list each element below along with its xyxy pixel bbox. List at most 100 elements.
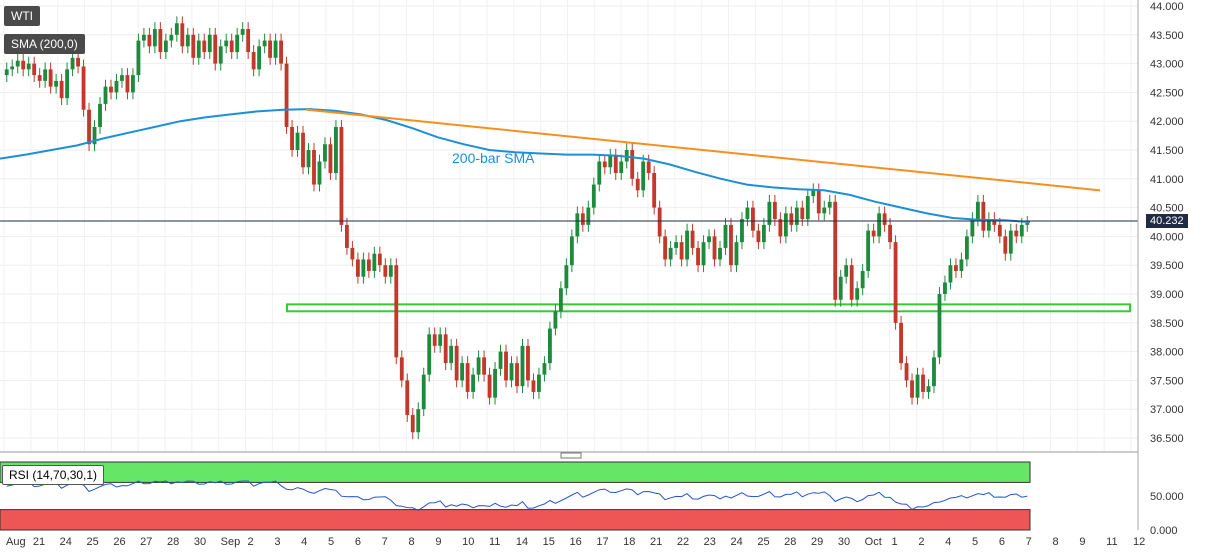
rsi-tick-label: 50.000 — [1150, 491, 1184, 503]
candle-body — [449, 345, 454, 364]
x-tick-label: 10 — [462, 536, 474, 548]
y-tick-label: 39.000 — [1150, 289, 1184, 301]
x-tick-label: 18 — [623, 536, 635, 548]
candle-body — [87, 109, 91, 145]
candle-body — [849, 265, 854, 300]
candle-body — [937, 294, 942, 358]
candle-body — [344, 224, 349, 248]
candle-body — [964, 236, 969, 260]
candle-body — [268, 40, 273, 58]
candle-body — [569, 236, 574, 266]
y-tick-label: 39.500 — [1150, 260, 1184, 272]
candle-body — [1014, 230, 1019, 237]
candle-body — [910, 380, 914, 398]
x-tick-label: 14 — [516, 536, 528, 548]
candle-body — [59, 80, 64, 99]
candle-body — [800, 207, 805, 220]
candle-body — [454, 345, 459, 381]
symbol-badge[interactable]: WTI — [4, 6, 40, 26]
candle-body — [718, 247, 722, 260]
candle-body — [427, 334, 432, 375]
candle-body — [81, 66, 86, 110]
candle-body — [235, 34, 240, 53]
x-tick-label: 1 — [892, 536, 898, 548]
candle-body — [224, 40, 229, 47]
plot-area — [0, 0, 1138, 452]
x-tick-label: 28 — [167, 536, 179, 548]
y-tick-label: 42.500 — [1150, 87, 1184, 99]
candle-body — [997, 224, 1002, 237]
y-tick-label: 41.500 — [1150, 145, 1184, 157]
candle-body — [246, 29, 251, 53]
x-tick-label: 7 — [382, 536, 388, 548]
candle-body — [120, 75, 124, 81]
candle-body — [591, 184, 596, 208]
candle-body — [317, 161, 322, 185]
candle-body — [191, 34, 196, 58]
candle-body — [98, 103, 102, 127]
x-tick-label: 22 — [677, 536, 689, 548]
candle-body — [707, 236, 711, 243]
sma-indicator-badge[interactable]: SMA (200,0) — [4, 34, 85, 54]
candle-body — [932, 357, 936, 387]
x-tick-label: 24 — [731, 536, 743, 548]
candle-body — [860, 270, 865, 289]
candle-body — [816, 190, 821, 214]
candle-body — [740, 219, 744, 243]
x-tick-label: 25 — [87, 536, 99, 548]
candle-body — [114, 80, 119, 93]
x-tick-label: 4 — [301, 536, 307, 548]
y-tick-label: 37.000 — [1150, 404, 1184, 416]
candle-body — [334, 126, 338, 174]
candle-body — [805, 196, 810, 220]
resistance-trendline — [305, 108, 1101, 192]
candle-body — [323, 144, 327, 162]
pane-resize-handle[interactable] — [560, 452, 582, 459]
candle-body — [185, 34, 190, 47]
candle-body — [70, 57, 75, 70]
x-tick-label: 2 — [248, 536, 254, 548]
candle-body — [1025, 223, 1030, 225]
candle-body — [366, 259, 371, 271]
x-tick-label: 21 — [650, 536, 662, 548]
x-tick-label: 30 — [838, 536, 850, 548]
candle-body — [416, 409, 421, 433]
sma-line — [0, 108, 1031, 223]
candle-body — [674, 242, 679, 248]
candle-body — [109, 86, 113, 93]
candle-body — [48, 69, 53, 87]
candle-body — [756, 230, 761, 243]
candle-body — [833, 201, 838, 300]
candle-body — [954, 265, 958, 271]
candle-body — [1008, 230, 1013, 254]
candle-body — [213, 34, 218, 64]
candle-body — [504, 351, 508, 381]
candle-body — [608, 155, 613, 168]
candle-body — [981, 201, 986, 231]
candle-body — [372, 253, 377, 271]
candle-body — [712, 236, 717, 260]
candle-body — [284, 63, 289, 127]
y-tick-label: 42.000 — [1150, 116, 1184, 128]
candle-body — [526, 345, 530, 381]
candle-body — [257, 46, 262, 70]
candle-body — [125, 75, 130, 93]
candle-body — [696, 247, 700, 266]
x-tick-label: Sep — [221, 536, 241, 548]
rsi-overbought-zone — [0, 461, 1031, 483]
rsi-indicator-badge[interactable]: RSI (14,70,30,1) — [2, 465, 105, 485]
x-tick-label: 8 — [409, 536, 415, 548]
rsi-line — [6, 480, 1028, 511]
candle-body — [43, 69, 48, 81]
candle-body — [537, 374, 541, 392]
candle-body — [290, 126, 294, 150]
candle-body — [355, 259, 360, 277]
y-tick-label: 43.000 — [1150, 59, 1184, 71]
candle-body — [547, 328, 552, 364]
candle-body — [723, 224, 728, 248]
x-tick-label: 5 — [972, 536, 978, 548]
x-tick-label: 4 — [945, 536, 951, 548]
candle-body — [493, 368, 497, 398]
y-tick-label: 43.500 — [1150, 30, 1184, 42]
